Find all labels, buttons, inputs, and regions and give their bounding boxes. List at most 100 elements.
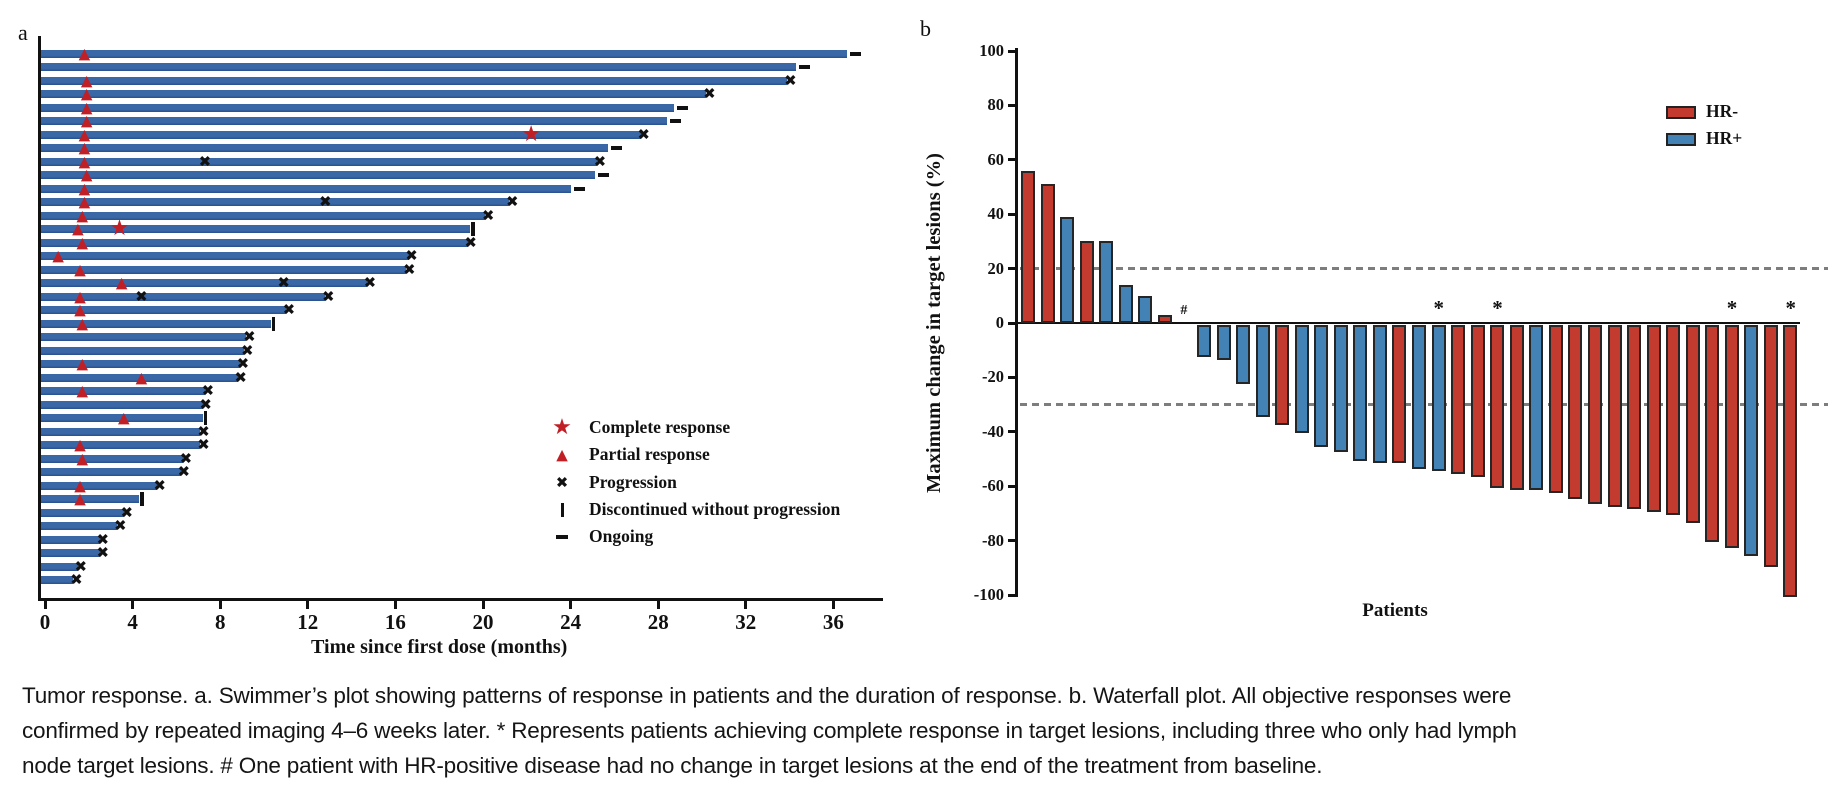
swimmer-bar [41,238,468,247]
swimmer-bar [41,184,571,193]
swimmer-bar [41,373,238,382]
partial-response-marker: ▲ [118,408,130,427]
waterfall-bar [1216,324,1231,360]
partial-response-marker: ▲ [52,246,64,265]
waterfall-bar [1509,324,1524,491]
swimmer-bar [41,90,707,99]
progression-marker: ✖ [403,260,416,279]
waterfall-bar [1529,324,1544,491]
ongoing-legend-icon [556,535,568,540]
partial-response-marker: ▲ [80,111,93,130]
complete-response-marker: ★ [521,121,542,147]
swimmer-bar [41,549,100,558]
waterfall-bar [1353,324,1368,461]
progression-marker: ✖ [243,327,256,346]
progression-marker: ✖ [405,246,418,265]
y-axis-tick [1008,267,1016,271]
waterfall-bar [1490,324,1505,488]
waterfall-bar [1412,324,1426,469]
y-axis-tick-label: -40 [982,421,1004,441]
partial-response-marker: ▲ [78,179,91,198]
y-axis-tick-label: -20 [982,367,1004,387]
progression-marker: ✖ [74,557,88,576]
partial-response-marker: ▲ [115,273,128,292]
x-axis-tick-label: 12 [297,610,319,634]
x-axis-tick-label: 24 [560,610,582,634]
partial-response-marker: ▲ [78,138,91,157]
discontinued-marker [140,492,144,507]
x-axis-tick [43,601,47,609]
waterfall-bar [1587,324,1602,505]
y-axis-tick [1008,593,1016,597]
ongoing-marker [849,52,861,56]
ongoing-marker [676,105,688,110]
swimmer-bar [41,76,788,85]
legend-label: HR+ [1706,128,1743,148]
waterfall-bar [1392,324,1407,464]
partial-response-marker: ▲ [80,165,93,184]
progression-marker: ✖ [96,543,110,562]
discontinued-legend-icon [560,502,564,517]
y-axis-tick-label: 100 [979,41,1004,60]
caption-line-1: Tumor response. a. Swimmer’s plot showin… [22,683,1512,708]
waterfall-bar [1060,216,1075,323]
swimmer-bar [41,576,74,585]
waterfall-bar [1627,324,1642,510]
y-axis-line [1015,48,1018,597]
progression-marker: ✖ [322,287,335,306]
waterfall-bar [1372,324,1387,464]
partial-response-marker: ▲ [74,489,86,508]
progression-marker: ✖ [201,381,215,400]
no-change-annotation: # [1180,303,1188,318]
swimmer-bar [41,211,486,220]
waterfall-bar [1021,170,1035,323]
x-axis-tick [393,601,397,609]
swimmer-bar [41,441,201,450]
progression-marker: ✖ [198,152,212,171]
ongoing-marker [669,119,681,124]
partial-response-marker: ▲ [80,71,93,90]
y-axis-tick-label: 0 [995,313,1004,332]
waterfall-bar [1470,324,1485,477]
partial-response-marker: ▲ [76,449,88,468]
partial-response-marker: ▲ [74,435,86,454]
swimmer-bar [41,319,271,328]
progression-marker: ✖ [593,152,607,171]
waterfall-bar [1236,324,1251,385]
discontinued-marker [203,411,208,426]
progression-marker: ✖ [703,84,716,103]
panel-a-label: a [18,20,28,45]
x-axis-tick-label: 28 [647,610,669,634]
progression-marker: ✖ [197,435,210,454]
ongoing-marker [573,186,585,191]
complete-response-marker: ★ [552,415,572,440]
swimmer-bar [41,103,674,112]
partial-response-marker: ▲ [76,354,88,373]
legend-label: Discontinued without progression [589,498,841,519]
partial-response-marker: ▲ [74,260,86,279]
waterfall-bar [1744,324,1759,556]
waterfall-bar [1568,324,1583,499]
y-axis-tick-label: 60 [987,149,1005,169]
legend-label: HR- [1706,101,1739,121]
waterfall-bar [1763,324,1778,567]
legend-swatch-hrpos [1666,133,1696,146]
swimmer-bar [41,346,245,355]
progression-marker: ✖ [199,395,212,414]
swimmer-bar [41,508,124,517]
y-axis-tick [1008,430,1016,434]
swimmer-bar [41,360,240,369]
progression-marker: ✖ [197,422,210,441]
waterfall-bar [1099,241,1114,323]
waterfall-bar [1451,324,1466,475]
swimmer-bar [41,198,510,207]
ongoing-marker [597,173,609,178]
upper-threshold-dashed-line [1020,266,1828,271]
y-axis-tick [1008,321,1016,325]
discontinued-marker [471,222,475,237]
y-axis-tick-label: -60 [982,476,1004,496]
x-axis-tick [481,601,485,609]
partial-response-marker: ▲ [72,219,84,238]
progression-marker: ✖ [234,368,248,387]
x-axis-tick-label: 20 [472,610,494,634]
